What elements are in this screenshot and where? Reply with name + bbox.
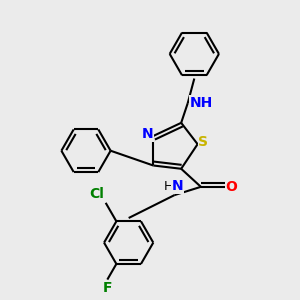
Text: S: S xyxy=(199,134,208,148)
Text: H: H xyxy=(164,180,173,194)
Text: N: N xyxy=(142,127,153,141)
Text: N: N xyxy=(171,179,183,194)
Text: O: O xyxy=(226,180,237,194)
Text: F: F xyxy=(103,281,112,295)
Text: Cl: Cl xyxy=(89,187,104,201)
Text: NH: NH xyxy=(189,96,213,110)
